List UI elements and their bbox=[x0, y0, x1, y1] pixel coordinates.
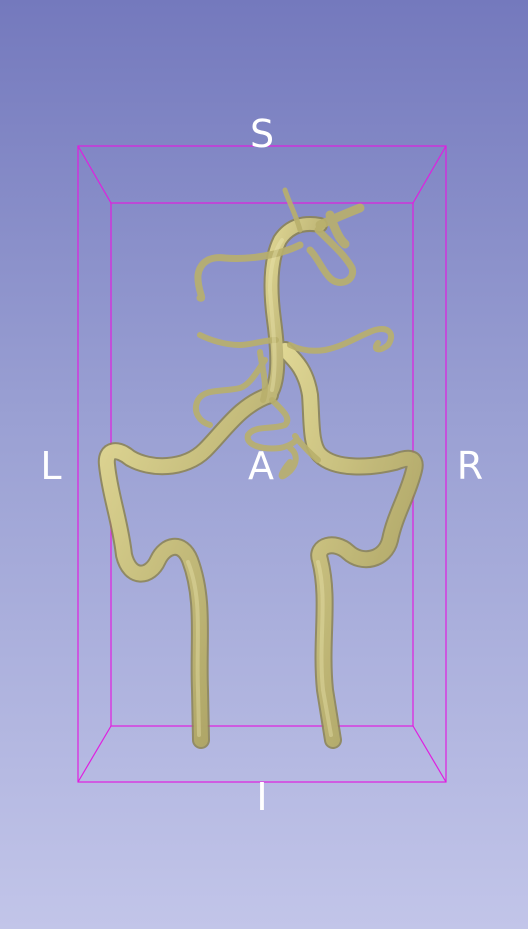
orientation-label-superior: S bbox=[249, 112, 275, 156]
bounding-box-front bbox=[77, 145, 447, 783]
orientation-label-anterior: A bbox=[248, 444, 274, 488]
orientation-label-inferior: I bbox=[256, 775, 268, 819]
bounding-box-edge bbox=[77, 145, 112, 204]
orientation-label-left: L bbox=[40, 444, 62, 488]
orientation-label-right: R bbox=[456, 444, 484, 488]
bounding-box-edge bbox=[412, 145, 447, 204]
bounding-box-edge bbox=[77, 725, 112, 783]
vessel-model-icon[interactable] bbox=[97, 187, 424, 749]
bounding-box-edge bbox=[412, 725, 447, 783]
